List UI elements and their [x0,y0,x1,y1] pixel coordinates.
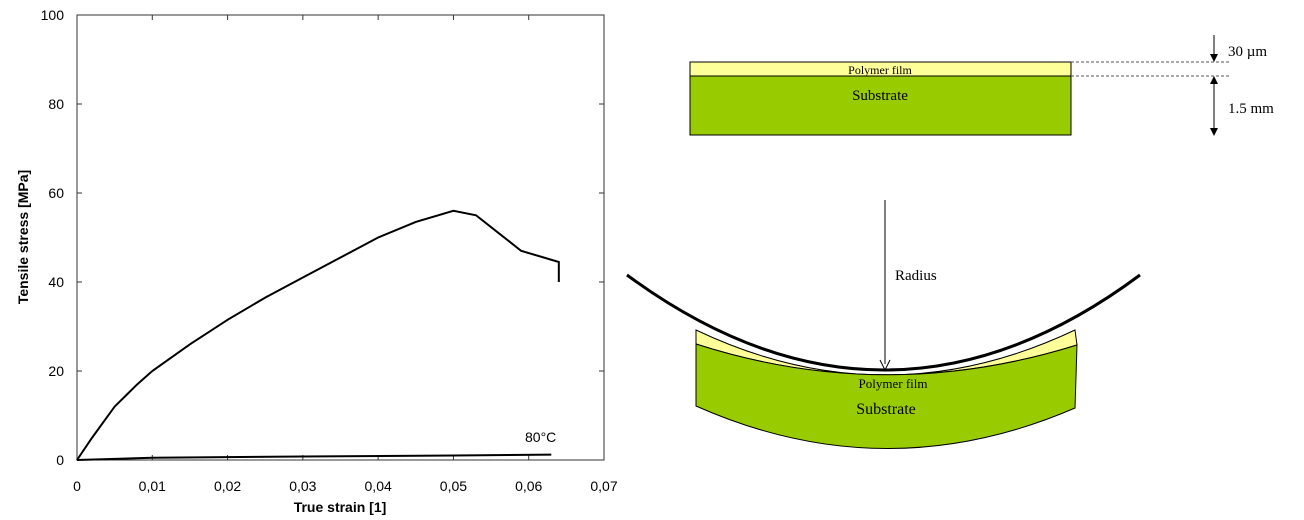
label: 30 µm [1228,44,1267,60]
label: Substrate [852,88,908,104]
x-tick-label: 0,07 [590,478,617,494]
x-axis-label: True strain [1] [294,499,387,515]
y-tick-label: 80 [48,96,64,112]
y-tick-label: 100 [41,7,65,23]
label: Polymer film [848,63,912,77]
arrow-head [879,359,891,372]
label: 1.5 mm [1228,101,1274,117]
plot-frame [76,14,605,461]
x-tick-label: 0,04 [365,478,392,494]
substrate-layer [689,75,1072,136]
x-tick-label: 0,03 [289,478,316,494]
arrow-head [1210,76,1218,84]
x-tick-label: 0,05 [440,478,467,494]
label: Polymer film [859,376,928,391]
x-tick-label: 0,01 [139,478,166,494]
data-line [76,453,552,461]
x-tick-label: 0 [73,478,81,494]
y-tick-label: 40 [48,274,64,290]
label: Substrate [856,401,916,418]
annotation: 80°C [525,429,556,445]
flat-diagram: Polymer film Substrate 30 µm 1.5 mm [689,35,1274,136]
label: Radius [895,268,937,284]
data-line [76,209,560,461]
x-tick-label: 0,02 [214,478,241,494]
bend-circle [626,273,1141,372]
arrow-head [1210,54,1218,62]
y-axis-label: Tensile stress [MPa] [15,170,31,304]
y-tick-label: 60 [48,185,64,201]
x-tick-label: 0,06 [515,478,542,494]
y-tick-label: 0 [56,452,64,468]
bent-diagram: Radius Polymer film Substrate [626,200,1141,449]
y-tick-label: 20 [48,363,64,379]
arrow-head [1210,128,1218,136]
substrate-layer [695,343,1078,449]
